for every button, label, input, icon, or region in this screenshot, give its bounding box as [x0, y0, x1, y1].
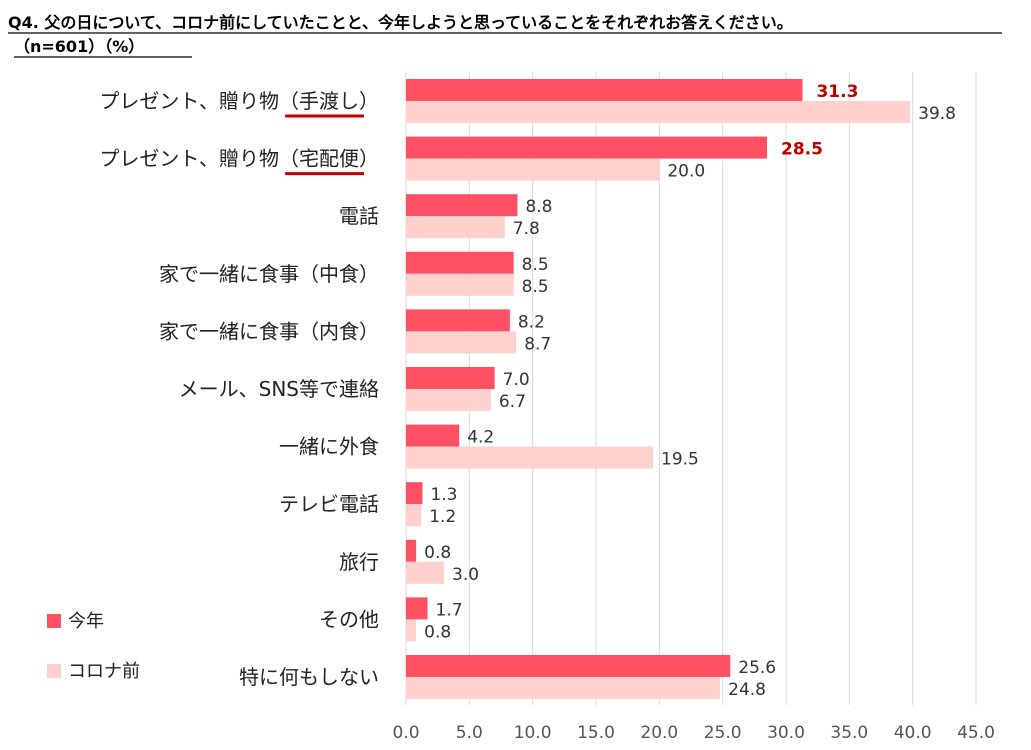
data-label: 3.0	[452, 565, 479, 585]
category-label: 一緒に外食	[279, 435, 379, 459]
x-tick-label: 25.0	[704, 723, 742, 743]
data-label: 0.8	[424, 622, 451, 642]
data-label: 6.7	[499, 392, 526, 412]
bar-before-corona	[406, 446, 653, 469]
data-label: 4.2	[467, 428, 494, 448]
bar-this-year	[406, 79, 803, 101]
bar-before-corona	[406, 216, 505, 239]
data-label: 1.7	[436, 600, 463, 620]
chart-title-line2: （n=601）（%）	[14, 37, 144, 56]
data-label: 7.8	[513, 219, 540, 239]
legend-label-this-year: 今年	[68, 611, 104, 632]
category-labels: プレゼント、贈り物（手渡し） プレゼント、贈り物（宅配便） 電話家で一緒に食事（中食…	[99, 89, 379, 689]
data-label: 0.8	[424, 543, 451, 563]
data-label: 25.6	[738, 658, 776, 678]
data-label: 19.5	[661, 450, 699, 470]
data-label: 31.3	[816, 82, 858, 102]
data-label: 28.5	[781, 140, 823, 160]
bar-before-corona	[406, 389, 491, 411]
bar-before-corona	[406, 101, 911, 123]
x-tick-label: 0.0	[392, 723, 419, 743]
bar-before-corona	[406, 677, 721, 699]
data-label: 39.8	[918, 104, 956, 124]
bars	[406, 79, 911, 699]
category-label: その他	[319, 607, 379, 631]
data-label: 8.8	[525, 197, 552, 217]
x-tick-label: 5.0	[456, 723, 483, 743]
legend-swatch-before-corona	[47, 664, 61, 678]
legend: 今年 コロナ前	[47, 611, 140, 682]
bar-before-corona	[406, 504, 422, 527]
bar-before-corona	[406, 619, 417, 642]
x-tick-label: 10.0	[514, 723, 552, 743]
data-label: 8.5	[522, 277, 549, 297]
bar-this-year	[406, 655, 731, 677]
data-label: 8.2	[518, 312, 545, 332]
legend-swatch-this-year	[47, 614, 61, 628]
x-tick-label: 40.0	[894, 723, 932, 743]
x-tick-label: 35.0	[830, 723, 868, 743]
data-label: 20.0	[667, 162, 705, 182]
legend-label-before-corona: コロナ前	[68, 661, 140, 682]
data-label: 7.0	[503, 370, 530, 390]
bar-this-year	[406, 136, 767, 159]
category-label: プレゼント、贈り物（手渡し）	[99, 89, 379, 113]
data-label: 8.7	[524, 334, 551, 354]
category-label: 家で一緒に食事（中食）	[159, 262, 379, 286]
bar-this-year	[406, 194, 518, 217]
bar-this-year	[406, 251, 514, 274]
x-axis-ticks: 0.0 5.0 10.0 15.0 20.0 25.0 30.0 35.0 40.0 45.0	[392, 723, 994, 743]
chart-title-line1: Q4. 父の日について、コロナ前にしていたことと、今年しようと思っていることをそ…	[8, 13, 793, 32]
bar-this-year	[406, 424, 460, 447]
data-label: 1.3	[430, 485, 457, 505]
x-tick-label: 45.0	[957, 723, 995, 743]
category-label: 家で一緒に食事（内食）	[159, 319, 379, 343]
bar-this-year	[406, 367, 495, 389]
x-tick-label: 30.0	[767, 723, 805, 743]
data-label: 1.2	[429, 507, 456, 527]
data-label: 24.8	[728, 680, 766, 700]
data-label: 8.5	[522, 255, 549, 275]
category-label: 旅行	[339, 550, 379, 574]
bar-this-year	[406, 482, 423, 505]
x-tick-label: 20.0	[640, 723, 678, 743]
category-label: 特に何もしない	[239, 665, 379, 689]
bar-before-corona	[406, 331, 517, 354]
value-labels: 31.3 39.8 28.5 20.0 8.87.8 8.58.5 8.28.7 7.06.7…	[424, 82, 956, 700]
bar-before-corona	[406, 561, 444, 584]
bar-this-year	[406, 309, 510, 332]
category-label: テレビ電話	[279, 492, 379, 516]
bar-before-corona	[406, 158, 660, 181]
category-label: 電話	[339, 204, 379, 228]
category-label: メール、SNS等で連絡	[179, 377, 379, 401]
bar-before-corona	[406, 273, 514, 296]
bar-this-year	[406, 539, 417, 562]
x-tick-label: 15.0	[577, 723, 615, 743]
bar-this-year	[406, 597, 428, 620]
category-label: プレゼント、贈り物（宅配便）	[99, 147, 379, 171]
